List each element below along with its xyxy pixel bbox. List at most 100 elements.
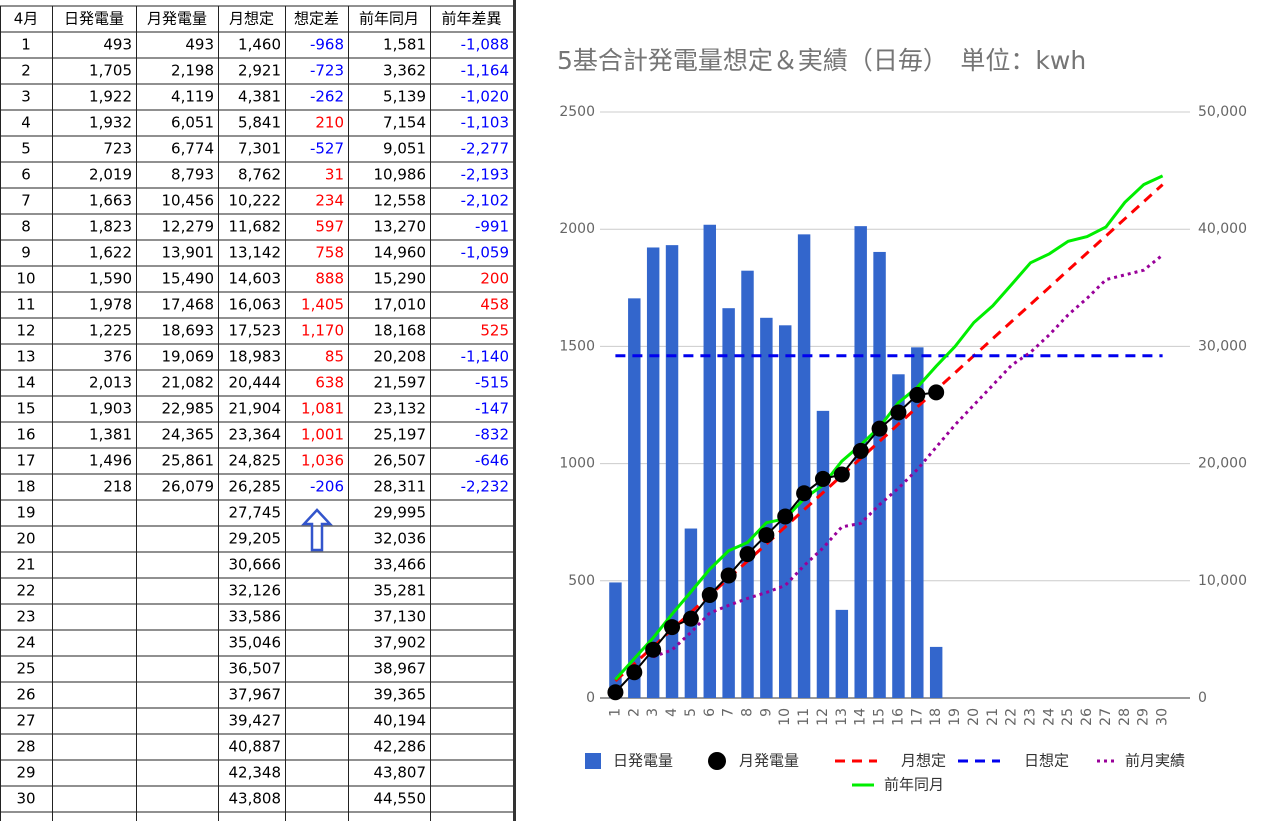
table-cell: -968 (310, 36, 344, 54)
table-cell: 19 (16, 504, 35, 522)
table-cell: 458 (480, 296, 509, 314)
legend-label: 前年同月 (884, 776, 944, 794)
table-cell: 18,168 (374, 322, 427, 340)
table-cell: 18,983 (229, 348, 282, 366)
table-cell: 10,986 (374, 166, 427, 184)
table-cell: 493 (185, 36, 214, 54)
table-cell: 1,036 (301, 452, 344, 470)
table-cell: 1,932 (89, 114, 132, 132)
table-cell: -2,193 (461, 166, 509, 184)
table-cell: 18 (16, 478, 35, 496)
table-cell: 26 (16, 686, 35, 704)
table-cell: 1,225 (89, 322, 132, 340)
dot (777, 508, 794, 525)
table-cell: 758 (315, 244, 344, 262)
table-cell: 13,901 (162, 244, 215, 262)
x-tick-label: 15 (872, 708, 888, 726)
table-cell: -527 (310, 140, 344, 158)
x-tick-label: 5 (683, 708, 699, 717)
dot (909, 386, 926, 403)
table-cell: 8,793 (171, 166, 214, 184)
table-cell: 21,597 (374, 374, 427, 392)
table-cell: 42,348 (229, 764, 282, 782)
legend-label: 前月実績 (1125, 752, 1185, 770)
table-cell: 1,978 (89, 296, 132, 314)
table-cell: 28,311 (374, 478, 427, 496)
header-cell: 月発電量 (147, 10, 207, 28)
x-tick-label: 8 (740, 708, 756, 717)
table-cell: -147 (475, 400, 509, 418)
table-cell: 20,444 (229, 374, 282, 392)
table-cell: -723 (310, 62, 344, 80)
x-tick-label: 27 (1098, 708, 1114, 726)
table-cell: 23,364 (229, 426, 282, 444)
x-tick-label: 23 (1023, 708, 1039, 726)
table-cell: 38,967 (374, 660, 427, 678)
table-cell: 638 (315, 374, 344, 392)
y-tick-label: 1500 (559, 338, 595, 354)
table-cell: 20 (16, 530, 35, 548)
bar (665, 245, 679, 698)
table-cell: -646 (475, 452, 509, 470)
table-cell: 40,194 (374, 712, 427, 730)
x-tick-label: 9 (758, 708, 774, 717)
table-cell: 1 (21, 36, 31, 54)
table-cell: -1,164 (461, 62, 509, 80)
y2-tick-label: 0 (1198, 690, 1207, 706)
legend-label: 日想定 (1024, 752, 1069, 770)
table-cell: 1,081 (301, 400, 344, 418)
table-cell: 1,663 (89, 192, 132, 210)
legend-swatch (708, 752, 726, 770)
table-cell: 40,887 (229, 738, 282, 756)
table-cell: 44,550 (374, 790, 427, 808)
table-cell: 25,197 (374, 426, 427, 444)
table-cell: 28 (16, 738, 35, 756)
dot (833, 466, 850, 483)
table-cell: 26,079 (162, 478, 215, 496)
table-cell: 26,507 (374, 452, 427, 470)
x-tick-label: 16 (890, 708, 906, 726)
dot (928, 384, 945, 401)
table-cell: 35,046 (229, 634, 282, 652)
dot (852, 442, 869, 459)
table-cell: 1,581 (383, 36, 426, 54)
table-cell: 525 (480, 322, 509, 340)
table-cell: 7 (21, 192, 31, 210)
dot (701, 586, 718, 603)
table-cell: 888 (315, 270, 344, 288)
table-cell: 5,139 (383, 88, 426, 106)
table-cell: 37,130 (374, 608, 427, 626)
table-cell: -1,059 (461, 244, 509, 262)
bar (760, 317, 773, 698)
table-cell: -2,232 (461, 478, 509, 496)
table-cell: 22,985 (162, 400, 215, 418)
bar (722, 308, 735, 698)
table-cell: 7,154 (383, 114, 426, 132)
table-cell: 1,381 (89, 426, 132, 444)
table-cell: 723 (103, 140, 132, 158)
y2-tick-label: 20,000 (1198, 456, 1247, 472)
table-cell: 9 (21, 244, 31, 262)
header-cell: 前年同月 (359, 10, 419, 28)
table-cell: 597 (315, 218, 344, 236)
table-cell: 11,682 (229, 218, 282, 236)
table-cell: 1,496 (89, 452, 132, 470)
header-cell: 日発電量 (64, 10, 124, 28)
table-cell: 5 (21, 140, 31, 158)
table-cell: 14,603 (229, 270, 282, 288)
x-tick-label: 7 (721, 708, 737, 717)
x-tick-label: 24 (1041, 708, 1057, 726)
table-cell: 4 (21, 114, 31, 132)
table-cell: 24 (16, 634, 35, 652)
table-cell: 210 (315, 114, 344, 132)
table-cell: 1,405 (301, 296, 344, 314)
table-cell: 200 (480, 270, 509, 288)
table-cell: -2,102 (461, 192, 509, 210)
table-cell: 85 (325, 348, 344, 366)
bar (854, 226, 867, 698)
y-tick-label: 1000 (559, 456, 595, 472)
table-cell: 29,995 (374, 504, 427, 522)
dot (607, 684, 624, 701)
